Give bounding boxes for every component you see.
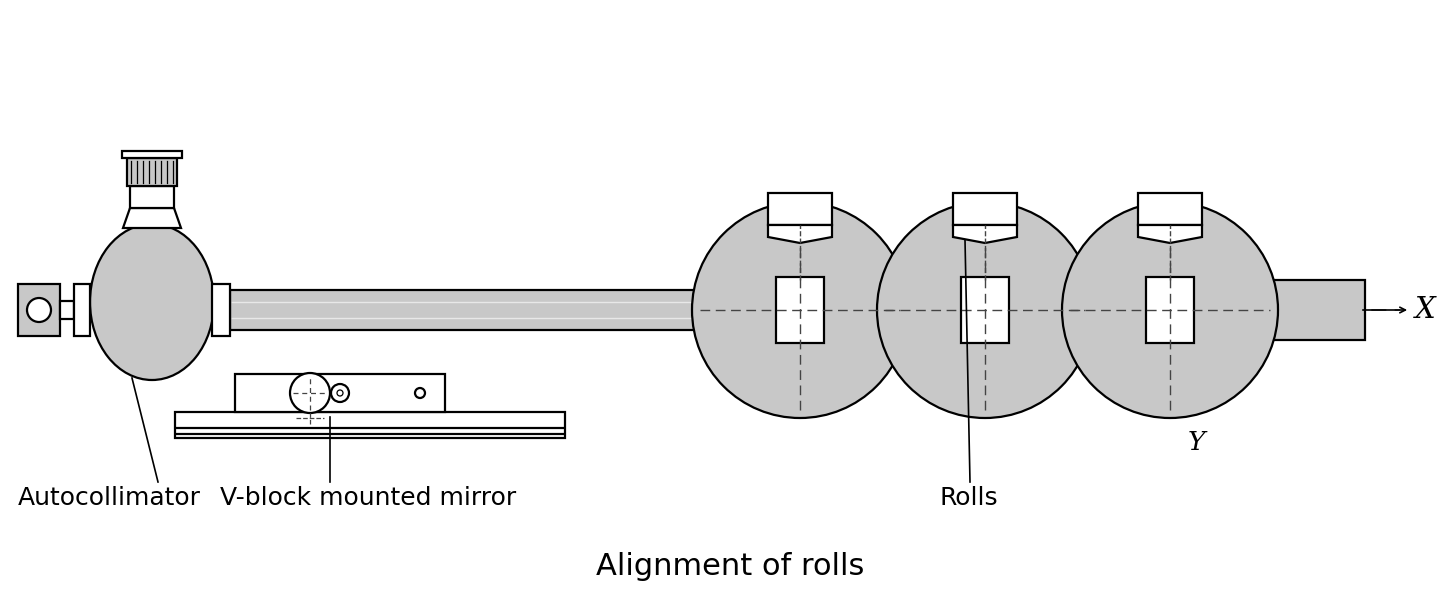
Bar bbox=[17, 284, 59, 336]
Bar bbox=[1146, 277, 1194, 343]
Bar bbox=[175, 412, 564, 438]
Text: Autocollimator: Autocollimator bbox=[17, 486, 201, 510]
Circle shape bbox=[1062, 202, 1278, 418]
Bar bbox=[954, 193, 1017, 225]
Circle shape bbox=[289, 373, 330, 413]
Bar bbox=[961, 277, 1009, 343]
Bar bbox=[130, 186, 174, 208]
Bar bbox=[1137, 193, 1202, 225]
Text: Y: Y bbox=[1188, 430, 1205, 455]
Bar bbox=[768, 193, 832, 225]
Polygon shape bbox=[123, 208, 181, 228]
Polygon shape bbox=[768, 225, 832, 243]
Bar bbox=[234, 374, 446, 412]
Circle shape bbox=[337, 390, 343, 396]
Text: V-block mounted mirror: V-block mounted mirror bbox=[220, 486, 517, 510]
Circle shape bbox=[331, 384, 349, 402]
Circle shape bbox=[415, 388, 425, 398]
Bar bbox=[213, 284, 230, 336]
Bar bbox=[776, 277, 823, 343]
Text: X: X bbox=[1415, 296, 1435, 324]
Bar bbox=[74, 284, 90, 336]
Bar bbox=[230, 290, 700, 330]
Bar bbox=[122, 151, 182, 158]
Polygon shape bbox=[954, 225, 1017, 243]
Circle shape bbox=[877, 202, 1092, 418]
Circle shape bbox=[27, 298, 51, 322]
Polygon shape bbox=[1137, 225, 1202, 243]
Bar bbox=[59, 301, 74, 319]
Text: Alignment of rolls: Alignment of rolls bbox=[596, 552, 864, 581]
Bar bbox=[127, 158, 177, 186]
Bar bbox=[700, 280, 1365, 340]
Text: Rolls: Rolls bbox=[941, 486, 998, 510]
Ellipse shape bbox=[90, 224, 214, 380]
Circle shape bbox=[692, 202, 909, 418]
